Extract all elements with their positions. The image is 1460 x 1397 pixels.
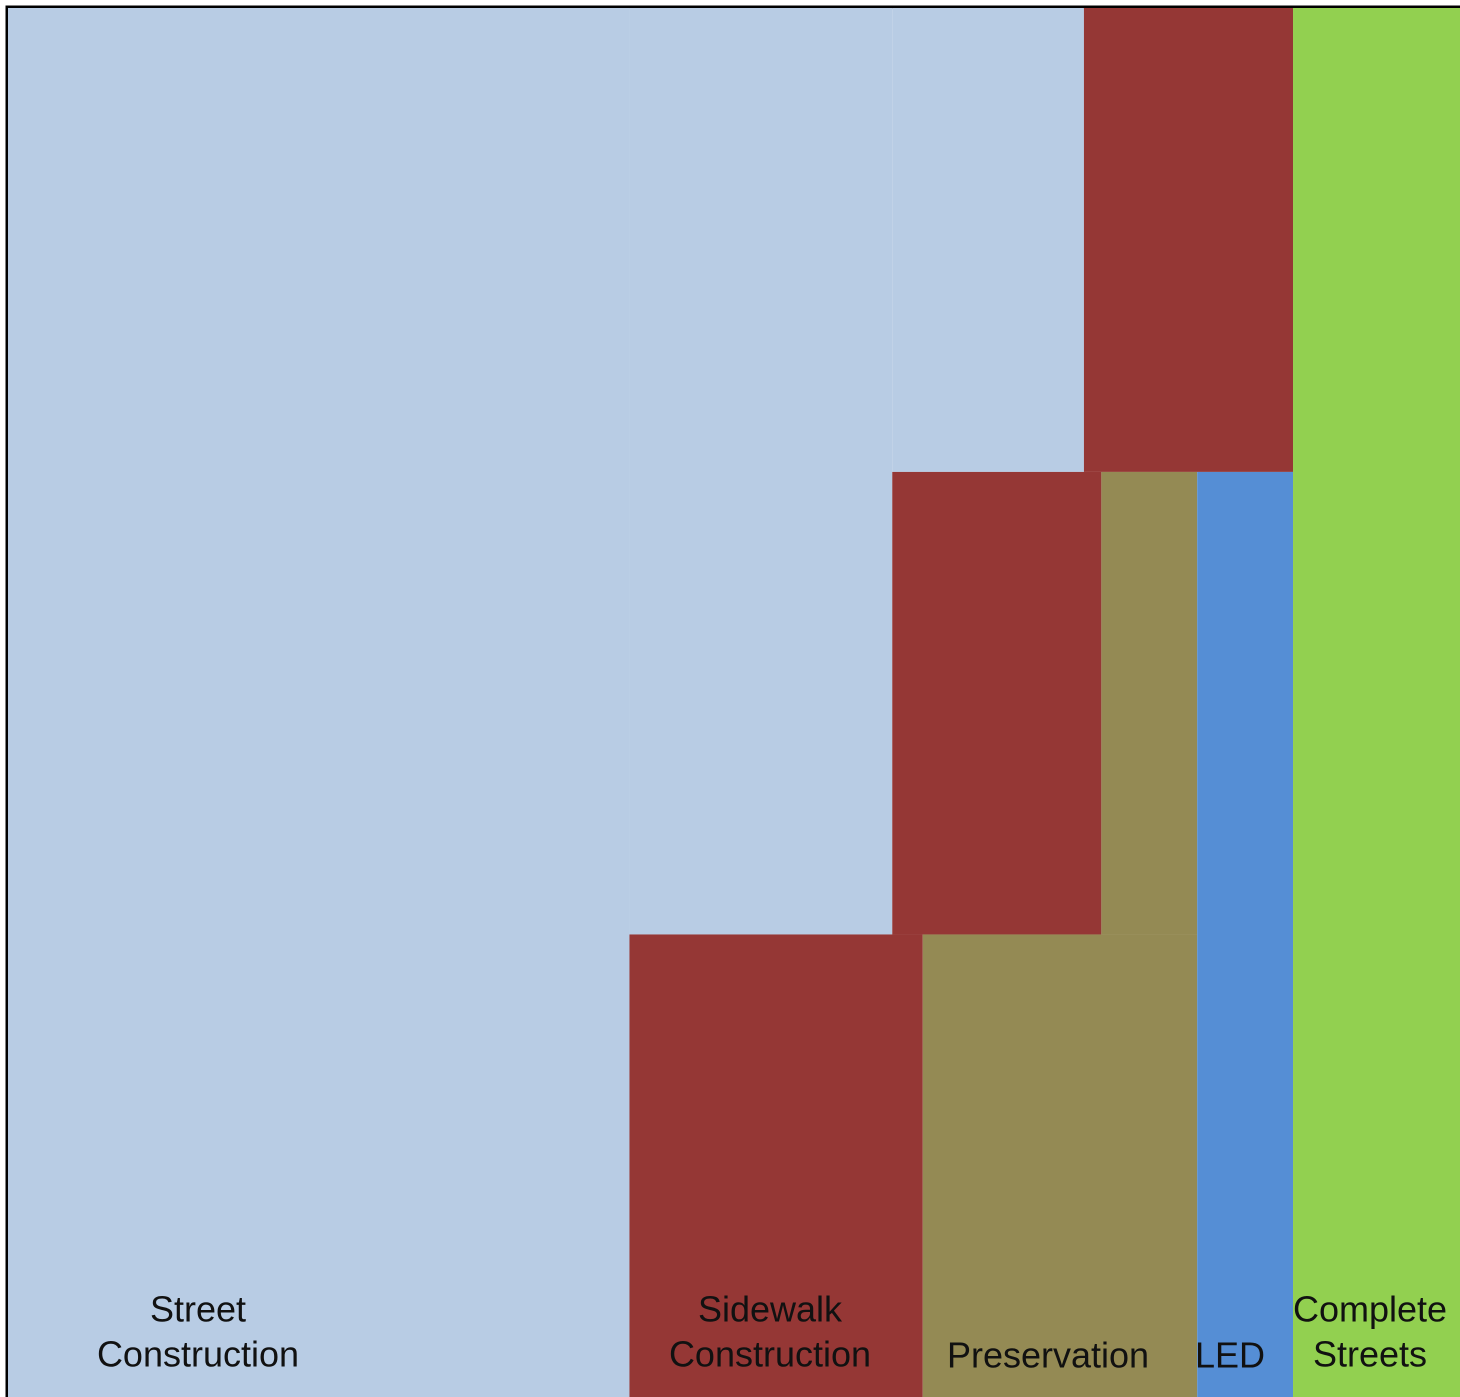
area-street-construction-segment-1 — [8, 8, 630, 1397]
chart-areas — [8, 8, 1460, 1397]
area-street-construction-segment-3 — [892, 8, 1084, 472]
label-street-construction-line-1: Street — [150, 1289, 246, 1330]
area-sidewalk-construction-segment-1 — [629, 934, 923, 1397]
area-complete-streets-segment-1 — [1293, 8, 1460, 1397]
area-sidewalk-construction-segment-2 — [892, 471, 1102, 935]
area-preservation-segment-2 — [1101, 471, 1198, 935]
label-complete-streets-line-1: Complete — [1293, 1289, 1447, 1330]
plot-border — [5, 5, 1460, 1397]
label-sidewalk-construction-line-1: Sidewalk — [698, 1289, 843, 1330]
label-preservation-line-1: Preservation — [947, 1335, 1149, 1376]
label-sidewalk-construction-line-2: Construction — [669, 1334, 871, 1375]
area-sidewalk-construction-segment-3 — [1083, 8, 1294, 472]
area-led-segment-1 — [1197, 471, 1294, 1397]
label-led-line-1: LED — [1195, 1335, 1265, 1376]
area-preservation-segment-1 — [922, 934, 1198, 1397]
area-street-construction-segment-2 — [629, 8, 893, 935]
label-street-construction-line-2: Construction — [97, 1334, 299, 1375]
label-complete-streets-line-2: Streets — [1313, 1334, 1427, 1375]
